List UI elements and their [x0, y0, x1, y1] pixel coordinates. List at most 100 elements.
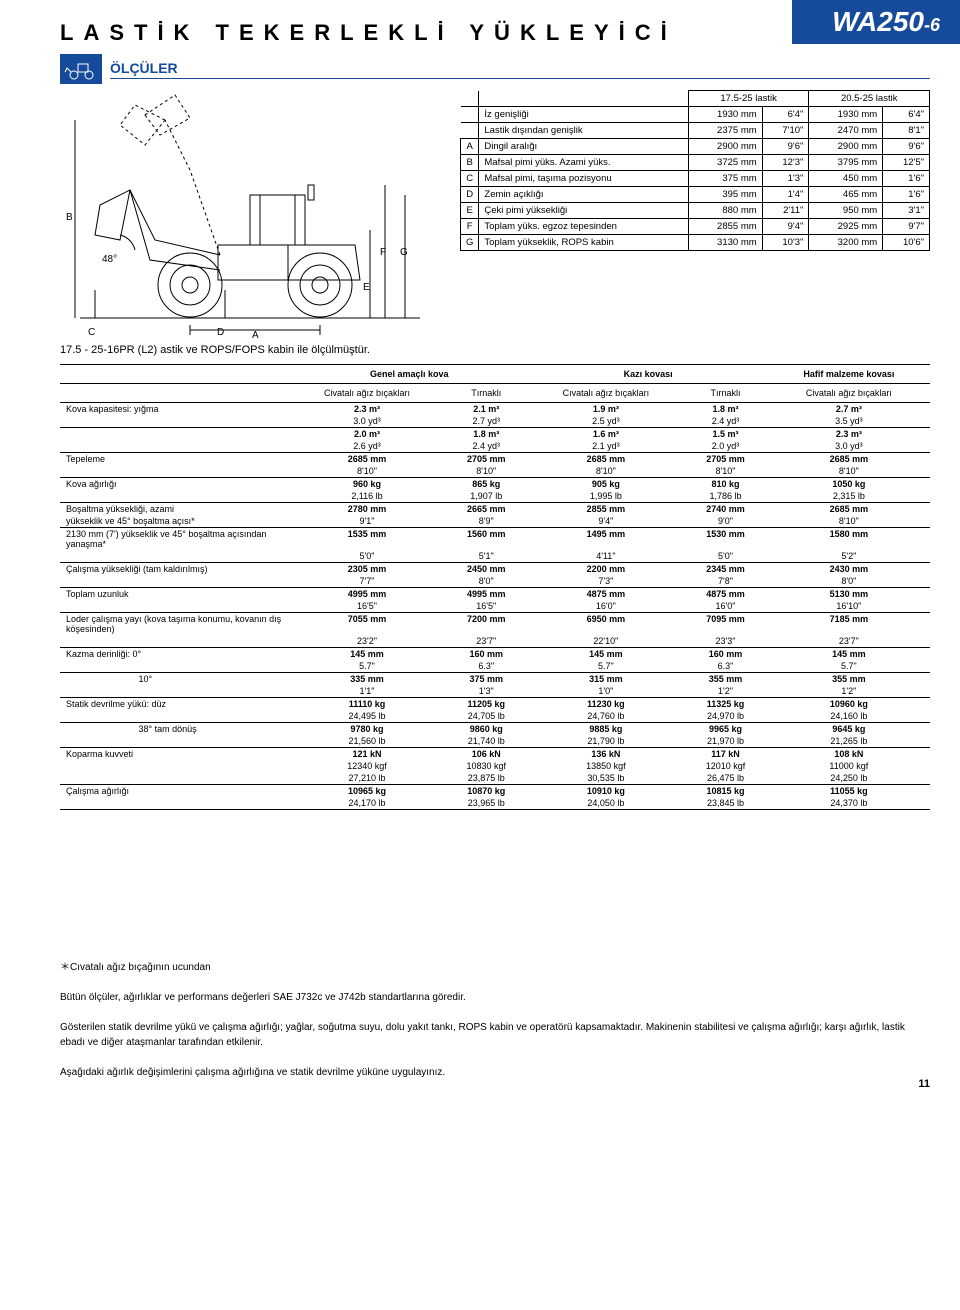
- svg-text:48°: 48°: [102, 254, 117, 265]
- spec-cell: 7200 mm: [444, 613, 528, 636]
- spec-cell: 8'0": [768, 575, 930, 588]
- svg-text:D: D: [217, 327, 224, 338]
- spec-cell: 5'1": [444, 550, 528, 563]
- spec-cell: 1050 kg: [768, 478, 930, 491]
- spec-row-label: Koparma kuvveti: [60, 748, 290, 761]
- spec-cell: 108 kN: [768, 748, 930, 761]
- spec-cell: 106 kN: [444, 748, 528, 761]
- dim-val-ft: 12'3": [762, 155, 809, 171]
- spec-cell: 7'3": [528, 575, 683, 588]
- dim-val-ft: 1'4": [762, 187, 809, 203]
- spec-row-label: [60, 710, 290, 723]
- svg-text:E: E: [363, 282, 370, 293]
- hdr-g1: Genel amaçlı kova: [290, 365, 528, 384]
- spec-cell: 24,760 lb: [528, 710, 683, 723]
- spec-cell: 10965 kg: [290, 785, 444, 798]
- spec-cell: 2.0 m³: [290, 428, 444, 441]
- dim-val: 395 mm: [688, 187, 762, 203]
- spec-row-label: [60, 660, 290, 673]
- spec-cell: 23'7": [768, 635, 930, 648]
- spec-row-label: Tepeleme: [60, 453, 290, 466]
- spec-cell: 9860 kg: [444, 723, 528, 736]
- spec-cell: 23'3": [683, 635, 767, 648]
- spec-row-label: Çalışma yüksekliği (tam kaldırılmış): [60, 563, 290, 576]
- dim-val2: 465 mm: [809, 187, 883, 203]
- dim-key: D: [461, 187, 479, 203]
- spec-row-label: [60, 600, 290, 613]
- dim-col1: 17.5-25 lastik: [688, 91, 809, 107]
- spec-cell: 4'11": [528, 550, 683, 563]
- spec-cell: 24,970 lb: [683, 710, 767, 723]
- dim-label: Mafsal pimi, taşıma pozisyonu: [479, 171, 688, 187]
- spec-cell: 905 kg: [528, 478, 683, 491]
- spec-row-label: [60, 685, 290, 698]
- spec-cell: 1.8 m³: [683, 403, 767, 416]
- spec-cell: 9780 kg: [290, 723, 444, 736]
- spec-cell: 4875 mm: [683, 588, 767, 601]
- dim-val2: 2470 mm: [809, 123, 883, 139]
- spec-cell: 9'4": [528, 515, 683, 528]
- spec-cell: 12340 kgf: [290, 760, 444, 772]
- dim-val-ft: 9'6": [762, 139, 809, 155]
- footnotes: ＊Cıvatalı ağız bıçağının ucundan Bütün ö…: [60, 960, 930, 1080]
- spec-cell: 4995 mm: [444, 588, 528, 601]
- dim-val: 2375 mm: [688, 123, 762, 139]
- dim-col2: 20.5-25 lastik: [809, 91, 930, 107]
- spec-cell: 24,250 lb: [768, 772, 930, 785]
- dim-val: 1930 mm: [688, 107, 762, 123]
- spec-cell: 810 kg: [683, 478, 767, 491]
- dim-val2: 2900 mm: [809, 139, 883, 155]
- spec-row-label: Kova ağırlığı: [60, 478, 290, 491]
- dim-val: 3725 mm: [688, 155, 762, 171]
- spec-cell: 24,160 lb: [768, 710, 930, 723]
- fn-0: ＊Cıvatalı ağız bıçağının ucundan: [60, 960, 930, 975]
- model-suffix: -6: [924, 15, 940, 35]
- spec-row-label: 38° tam dönüş: [60, 723, 290, 736]
- spec-cell: 2685 mm: [768, 453, 930, 466]
- spec-cell: 8'10": [444, 465, 528, 478]
- spec-row-label: Kova kapasitesi: yığma: [60, 403, 290, 416]
- spec-row-label: [60, 575, 290, 588]
- spec-row-label: [60, 465, 290, 478]
- loader-icon: [60, 54, 102, 84]
- spec-cell: 1.9 m³: [528, 403, 683, 416]
- spec-cell: 160 mm: [444, 648, 528, 661]
- spec-row-label: [60, 428, 290, 441]
- spec-cell: 5.7": [290, 660, 444, 673]
- svg-text:A: A: [252, 330, 259, 340]
- spec-cell: 355 mm: [683, 673, 767, 686]
- spec-cell: 11055 kg: [768, 785, 930, 798]
- dim-val2-ft: 9'7": [883, 219, 930, 235]
- spec-cell: 1.6 m³: [528, 428, 683, 441]
- hdr-g3: Hafif malzeme kovası: [768, 365, 930, 384]
- spec-row-label: [60, 550, 290, 563]
- dim-label: Toplam yüks. egzoz tepesinden: [479, 219, 688, 235]
- spec-cell: 4875 mm: [528, 588, 683, 601]
- dim-val: 2855 mm: [688, 219, 762, 235]
- spec-cell: 1,995 lb: [528, 490, 683, 503]
- spec-cell: 9'0": [683, 515, 767, 528]
- spec-cell: 1'2": [768, 685, 930, 698]
- spec-cell: 2.6 yd³: [290, 440, 444, 453]
- measure-note: 17.5 - 25-16PR (L2) astik ve ROPS/FOPS k…: [60, 344, 930, 356]
- spec-cell: 16'0": [528, 600, 683, 613]
- dim-val2-ft: 6'4": [883, 107, 930, 123]
- dim-val2-ft: 9'6": [883, 139, 930, 155]
- spec-cell: 1580 mm: [768, 528, 930, 551]
- spec-table: Genel amaçlı kova Kazı kovası Hafif malz…: [60, 364, 930, 810]
- spec-row-label: Boşaltma yüksekliği, azami: [60, 503, 290, 516]
- spec-row-label: [60, 760, 290, 772]
- dim-val-ft: 6'4": [762, 107, 809, 123]
- dim-val2: 950 mm: [809, 203, 883, 219]
- spec-cell: 24,370 lb: [768, 797, 930, 810]
- spec-cell: 23,875 lb: [444, 772, 528, 785]
- spec-cell: 375 mm: [444, 673, 528, 686]
- spec-cell: 8'0": [444, 575, 528, 588]
- page-header: LASTİK TEKERLEKLİ YÜKLEYİCİ WA250-6: [60, 20, 930, 46]
- hdr-c4: Tırnaklı: [683, 384, 767, 403]
- spec-cell: 11325 kg: [683, 698, 767, 711]
- dim-val-ft: 10'3": [762, 235, 809, 251]
- spec-cell: 8'10": [528, 465, 683, 478]
- dim-key: E: [461, 203, 479, 219]
- dim-val2: 3795 mm: [809, 155, 883, 171]
